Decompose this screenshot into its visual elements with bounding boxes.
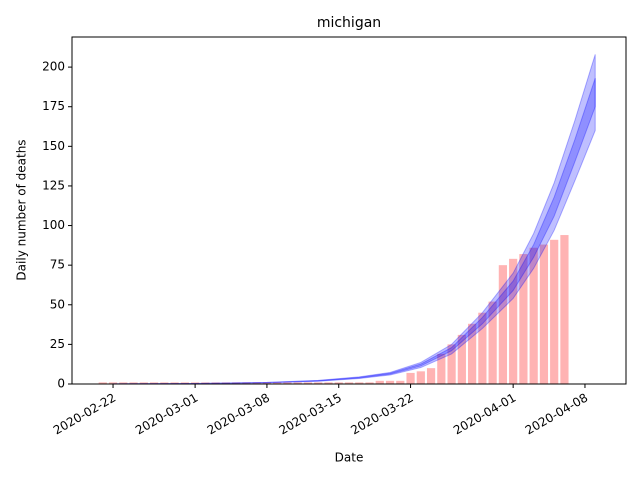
bar bbox=[355, 382, 364, 384]
bar bbox=[232, 382, 241, 384]
bar bbox=[498, 265, 507, 384]
bar bbox=[283, 382, 292, 384]
x-axis-label: Date bbox=[335, 451, 364, 465]
bar bbox=[129, 382, 138, 384]
bar bbox=[406, 372, 415, 384]
bar bbox=[303, 382, 313, 384]
bar bbox=[468, 323, 477, 384]
bar bbox=[447, 344, 456, 384]
y-tick-label: 125 bbox=[42, 178, 65, 192]
bar bbox=[211, 382, 220, 384]
y-tick-label: 150 bbox=[42, 139, 65, 153]
y-tick-label: 75 bbox=[50, 258, 65, 272]
bar bbox=[519, 254, 528, 384]
bar bbox=[457, 334, 466, 384]
bar bbox=[529, 247, 538, 384]
bar bbox=[550, 239, 559, 384]
y-tick-label: 0 bbox=[57, 377, 65, 391]
prediction-band bbox=[112, 54, 596, 385]
bar bbox=[334, 382, 343, 384]
bar bbox=[437, 353, 446, 384]
bar bbox=[273, 382, 282, 384]
chart-title: michigan bbox=[317, 15, 381, 31]
bar bbox=[560, 235, 569, 384]
bar bbox=[344, 382, 354, 384]
bar bbox=[201, 382, 210, 384]
y-tick-label: 100 bbox=[42, 218, 65, 232]
bar bbox=[119, 382, 128, 384]
bar bbox=[160, 382, 169, 384]
bar bbox=[385, 380, 395, 384]
bar bbox=[139, 382, 148, 384]
prediction-band bbox=[113, 78, 596, 385]
bar bbox=[108, 382, 118, 384]
bar bbox=[324, 382, 333, 384]
bar bbox=[365, 382, 374, 384]
bar bbox=[221, 382, 230, 384]
bar bbox=[180, 382, 189, 384]
y-tick-label: 200 bbox=[42, 60, 65, 74]
bar bbox=[375, 380, 384, 384]
bar bbox=[426, 368, 436, 384]
bar bbox=[478, 312, 487, 384]
bar bbox=[416, 371, 425, 384]
bar bbox=[262, 382, 272, 384]
bar bbox=[252, 382, 261, 384]
y-tick-label: 50 bbox=[50, 297, 65, 311]
bar bbox=[170, 382, 179, 384]
bar bbox=[293, 382, 302, 384]
bar bbox=[191, 382, 200, 384]
y-tick-label: 175 bbox=[42, 99, 65, 113]
bar bbox=[98, 382, 107, 384]
bar bbox=[539, 244, 549, 384]
bar bbox=[509, 258, 518, 384]
bar bbox=[488, 301, 497, 384]
y-tick-label: 25 bbox=[50, 337, 65, 351]
y-axis-label: Daily number of deaths bbox=[15, 139, 29, 280]
bar bbox=[242, 382, 251, 384]
bar bbox=[149, 382, 159, 384]
plot-frame bbox=[71, 36, 627, 385]
bar bbox=[314, 382, 323, 384]
bar bbox=[396, 380, 405, 384]
